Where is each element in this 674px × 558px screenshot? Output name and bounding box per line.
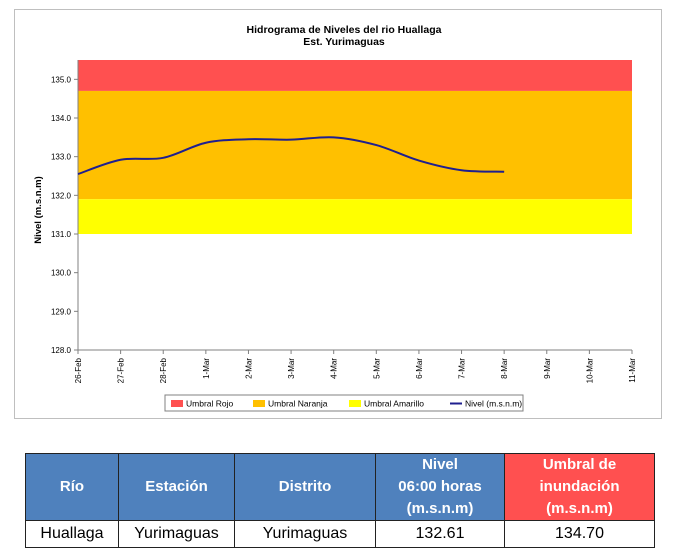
x-tick-label: 27-Feb [117,357,126,383]
band-umbral-naranja [78,90,632,200]
band-umbral-rojo [78,60,632,91]
y-tick-label: 135.0 [51,75,72,84]
legend-swatch [253,400,265,407]
legend-label: Umbral Naranja [268,399,328,409]
cell-nivel: 132.61 [375,520,505,548]
legend-label: Nivel (m.s.n.m) [465,399,522,409]
header-umbral-line3: (m.s.n.m) [546,500,613,517]
x-tick-label: 9-Mar [543,358,552,379]
legend-label: Umbral Rojo [186,399,234,409]
y-tick-label: 133.0 [51,153,72,162]
table-row: Huallaga Yurimaguas Yurimaguas 132.61 13… [25,520,655,548]
header-umbral-line1: Umbral de [542,456,617,473]
hydrograph-chart: Hidrograma de Niveles del rio Huallaga E… [33,24,637,412]
x-tick-label: 10-Mar [585,358,594,384]
header-distrito: Distrito [234,453,376,521]
x-tick-label: 11-Mar [628,358,637,383]
band-umbral-amarillo [78,199,632,234]
x-tick-label: 5-Mar [372,358,381,379]
cell-umbral: 134.70 [504,520,655,548]
chart-frame: Hidrograma de Niveles del rio Huallaga E… [14,9,662,419]
header-nivel-line2: 06:00 horas [398,478,482,495]
x-tick-label: 2-Mar [244,358,253,379]
chart-title: Hidrograma de Niveles del rio Huallaga [247,24,442,36]
table-header-row: Río Estación Distrito Nivel 06:00 horas … [25,453,655,521]
y-tick-label: 128.0 [51,346,72,355]
x-tick-label: 1-Mar [202,358,211,379]
x-tick-label: 28-Feb [159,357,168,383]
y-tick-label: 132.0 [51,191,72,200]
x-tick-label: 4-Mar [330,358,339,379]
header-nivel-line3: (m.s.n.m) [406,500,474,517]
cell-rio: Huallaga [25,520,119,548]
y-tick-label: 134.0 [51,114,72,123]
legend-swatch [349,400,361,407]
header-rio: Río [25,453,119,521]
header-umbral-line2: inundación [539,478,620,495]
header-estacion: Estación [118,453,235,521]
y-tick-label: 129.0 [51,307,72,316]
x-tick-label: 6-Mar [415,358,424,379]
x-tick-label: 3-Mar [287,358,296,379]
y-tick-label: 130.0 [51,269,72,278]
legend-label: Umbral Amarillo [364,399,424,409]
x-tick-label: 26-Feb [74,357,83,383]
y-axis-label: Nivel (m.s.n.m) [33,176,44,244]
x-tick-label: 8-Mar [500,358,509,379]
y-tick-label: 131.0 [51,230,72,239]
x-tick-label: 7-Mar [458,358,467,379]
station-table: Río Estación Distrito Nivel 06:00 horas … [25,453,655,548]
header-nivel: Nivel 06:00 horas (m.s.n.m) [375,453,505,521]
cell-distrito: Yurimaguas [234,520,376,548]
cell-estacion: Yurimaguas [118,520,235,548]
chart-subtitle: Est. Yurimaguas [303,36,385,48]
legend-swatch [171,400,183,407]
header-umbral: Umbral de inundación (m.s.n.m) [504,453,655,521]
header-nivel-line1: Nivel [422,456,458,473]
